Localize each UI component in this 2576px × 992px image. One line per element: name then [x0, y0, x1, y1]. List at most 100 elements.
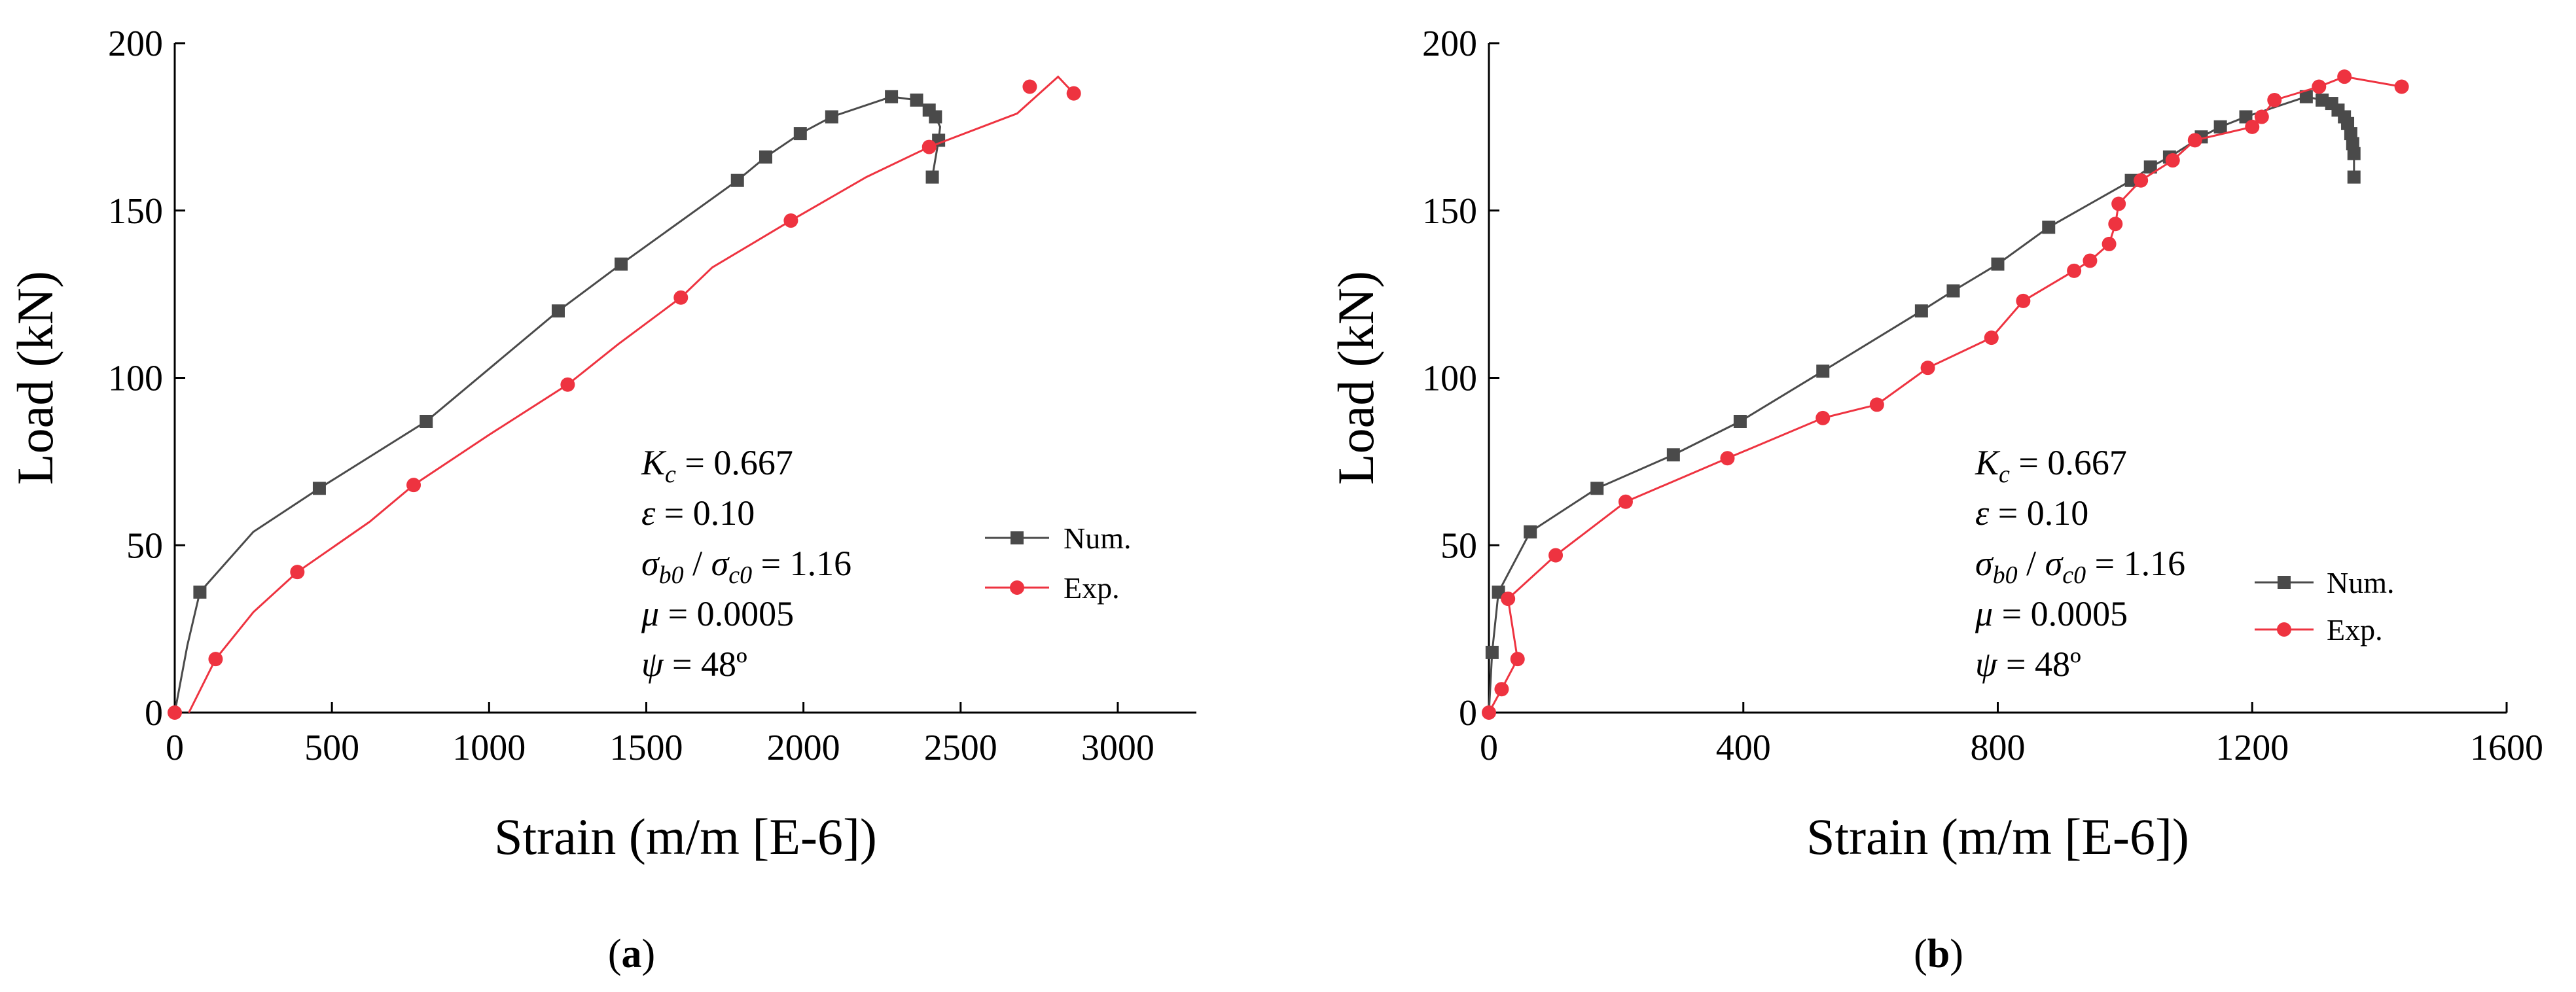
- data-point-exp: [2245, 119, 2260, 134]
- data-point-exp: [1494, 682, 1509, 697]
- annotation-symbol: ε: [1975, 493, 1990, 533]
- x-tick-label: 500: [304, 728, 359, 768]
- y-tick-label: 200: [108, 24, 163, 64]
- panel-label-paren: ): [1950, 932, 1963, 976]
- data-point-exp: [2134, 173, 2149, 188]
- parameter-annotation: Kc = 0.667: [641, 443, 793, 488]
- data-point-num: [2143, 160, 2157, 174]
- annotation-value: = 1.16: [752, 544, 851, 583]
- data-point-num: [1946, 284, 1960, 298]
- x-tick-label: 2000: [767, 728, 840, 768]
- x-tick-label: 400: [1716, 728, 1771, 768]
- annotation-symbol: K: [1975, 443, 2001, 482]
- data-point-exp: [2108, 217, 2123, 232]
- data-point-num: [2347, 170, 2361, 184]
- legend-marker-num: [1011, 531, 1024, 544]
- annotation-symbol: σ: [641, 544, 660, 583]
- y-tick-label: 150: [1422, 191, 1477, 232]
- data-point-exp: [2102, 236, 2117, 251]
- annotation-subscript: c: [665, 461, 676, 488]
- x-tick-label: 1600: [2470, 728, 2543, 768]
- data-point-exp: [168, 705, 182, 720]
- panel-b: 0 50 100 150 200 0 400 800 1200 1600 Strain (m/m […: [1327, 24, 2543, 976]
- parameter-annotation: ε = 0.10: [641, 493, 755, 533]
- y-tick-label: 0: [145, 693, 163, 734]
- data-point-num: [730, 173, 744, 187]
- data-point-exp: [1482, 705, 1496, 720]
- data-point-exp: [290, 565, 305, 580]
- annotation-value: = 1.16: [2086, 544, 2185, 583]
- annotation-subscript: b0: [1993, 561, 2018, 589]
- data-point-num: [2042, 221, 2056, 234]
- annotation-symbol: μ: [641, 594, 659, 633]
- data-point-exp: [1618, 494, 1633, 509]
- panel-label-paren: (: [1914, 932, 1927, 976]
- data-point-exp: [2394, 79, 2409, 94]
- data-point-exp: [1816, 410, 1831, 425]
- parameter-annotation: ε = 0.10: [1975, 493, 2088, 533]
- data-point-exp: [783, 213, 798, 228]
- parameter-annotation: μ = 0.0005: [1975, 594, 2128, 633]
- parameter-annotation: ψ = 48º: [1975, 645, 2081, 684]
- data-point-num: [793, 127, 807, 141]
- y-tick-label: 200: [1422, 24, 1477, 64]
- legend-label-exp: Exp.: [1064, 571, 1120, 605]
- data-point-exp: [2016, 293, 2031, 308]
- data-point-exp: [2337, 69, 2352, 84]
- panel-label-paren: (: [608, 932, 622, 976]
- data-point-num: [1991, 257, 2005, 271]
- x-tick-label: 1500: [609, 728, 683, 768]
- x-tick-label: 0: [1480, 728, 1498, 768]
- data-point-num: [910, 93, 923, 107]
- y-tick-label: 50: [126, 525, 163, 566]
- data-point-exp: [2111, 196, 2126, 211]
- data-point-num: [1666, 448, 1680, 462]
- annotation-symbol: ε: [641, 493, 656, 533]
- data-point-exp: [406, 478, 421, 493]
- data-point-num: [885, 90, 899, 103]
- annotation-separator: /: [684, 544, 711, 583]
- data-point-num: [929, 110, 942, 124]
- annotation-symbol: K: [641, 443, 667, 482]
- data-point-exp: [1920, 361, 1935, 376]
- data-point-exp: [2187, 133, 2202, 148]
- y-tick-label: 100: [108, 359, 163, 399]
- data-point-exp: [2267, 92, 2282, 107]
- data-point-num: [2347, 147, 2361, 160]
- data-point-num: [312, 482, 326, 495]
- parameter-annotation: ψ = 48º: [641, 645, 747, 684]
- panel-label: (b): [1914, 932, 1963, 976]
- data-point-exp: [1720, 451, 1735, 466]
- x-tick-label: 2500: [924, 728, 997, 768]
- legend-marker-exp: [2277, 622, 2291, 637]
- data-point-exp: [1510, 652, 1525, 667]
- annotation-symbol: ψ: [1975, 645, 1998, 684]
- data-point-num: [1733, 414, 1747, 428]
- annotation-value: = 0.0005: [659, 594, 794, 633]
- data-point-num: [1524, 525, 1537, 539]
- x-axis-title: Strain (m/m [E-6]): [494, 808, 877, 865]
- x-axis-title: Strain (m/m [E-6]): [1806, 808, 2189, 865]
- x-tick-label: 1200: [2215, 728, 2289, 768]
- data-point-exp: [1984, 330, 1999, 345]
- panel-label-paren: ): [642, 932, 656, 976]
- data-point-exp: [1022, 79, 1037, 94]
- data-point-num: [1485, 645, 1499, 659]
- parameter-annotation: σb0 / σc0 = 1.16: [1975, 544, 2185, 589]
- annotation-separator: /: [2018, 544, 2045, 583]
- y-tick-label: 150: [108, 191, 163, 232]
- data-point-num: [551, 304, 565, 318]
- data-point-exp: [1066, 86, 1081, 101]
- data-point-num: [2346, 137, 2359, 151]
- data-point-exp: [1501, 592, 1516, 607]
- data-point-exp: [1548, 548, 1564, 563]
- data-point-num: [1816, 364, 1830, 378]
- annotation-subscript: c0: [2062, 561, 2086, 589]
- data-point-num: [825, 110, 838, 124]
- annotation-symbol: σ: [2045, 544, 2064, 583]
- legend-label-num: Num.: [1064, 522, 1132, 555]
- y-tick-label: 100: [1422, 359, 1477, 399]
- data-point-num: [2213, 120, 2227, 133]
- data-point-num: [615, 257, 628, 271]
